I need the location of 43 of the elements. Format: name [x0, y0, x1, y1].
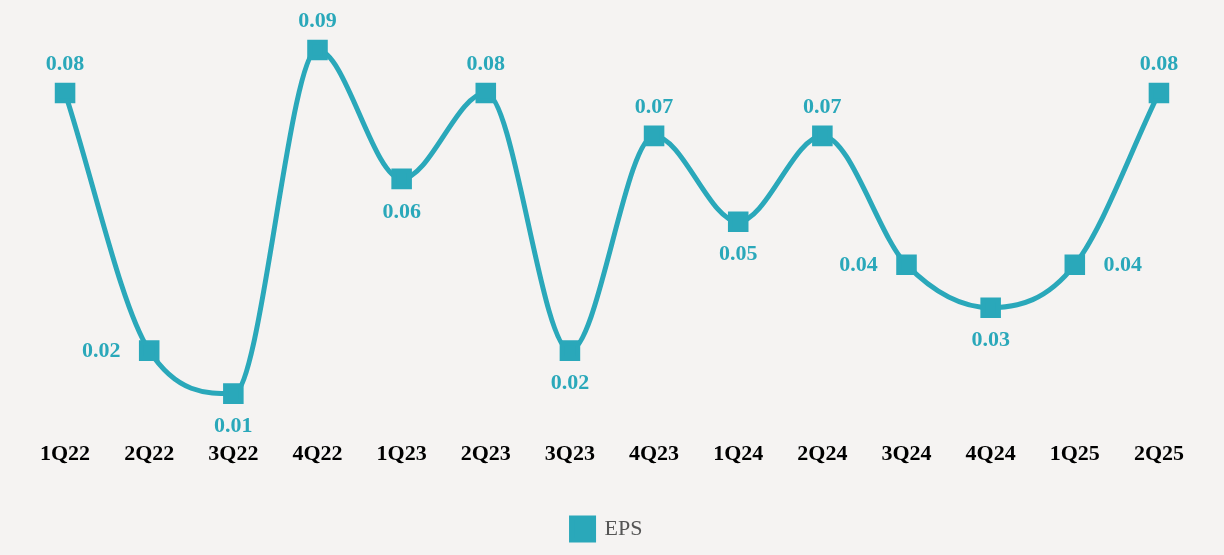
data-label: 0.03 [971, 326, 1010, 352]
x-tick-label: 3Q24 [881, 440, 932, 466]
x-tick-label: 1Q22 [39, 440, 91, 466]
data-label: 0.08 [1139, 49, 1179, 75]
legend-label: EPS [604, 514, 643, 540]
point [980, 297, 1001, 318]
data-label: 0.02 [81, 337, 121, 363]
point [1148, 82, 1170, 104]
x-tick-label: 3Q23 [544, 440, 595, 466]
data-label: 0.07 [803, 92, 842, 118]
x-tick-label: 1Q24 [713, 440, 764, 466]
x-tick-label: 1Q25 [1049, 440, 1100, 466]
data-label: 0.09 [298, 6, 337, 32]
point [1064, 254, 1086, 276]
data-label: 0.06 [382, 197, 421, 223]
x-tick-label: 4Q23 [629, 440, 680, 466]
point [138, 340, 160, 361]
point [812, 125, 833, 147]
data-label: 0.02 [550, 369, 590, 395]
point [896, 254, 917, 276]
x-tick-label: 1Q23 [376, 440, 427, 466]
data-label: 0.08 [466, 49, 506, 75]
data-label: 0.08 [45, 49, 85, 75]
point [475, 82, 497, 104]
point [307, 39, 328, 61]
point [54, 82, 76, 104]
data-label: 0.04 [1103, 251, 1143, 277]
point [643, 125, 665, 147]
x-tick-label: 2Q22 [124, 440, 175, 466]
data-label: 0.05 [718, 240, 758, 266]
x-tick-label: 4Q22 [292, 440, 343, 466]
x-tick-label: 4Q24 [965, 440, 1016, 466]
x-tick-label: 2Q23 [460, 440, 511, 466]
x-tick-label: 2Q24 [797, 440, 848, 466]
point [391, 168, 412, 190]
point [223, 383, 244, 404]
data-label: 0.04 [839, 251, 878, 277]
data-label: 0.07 [634, 92, 674, 118]
data-label: 0.01 [214, 412, 253, 438]
point [559, 340, 581, 361]
point [727, 211, 749, 233]
x-tick-label: 3Q22 [208, 440, 259, 466]
x-tick-label: 2Q25 [1133, 440, 1185, 466]
